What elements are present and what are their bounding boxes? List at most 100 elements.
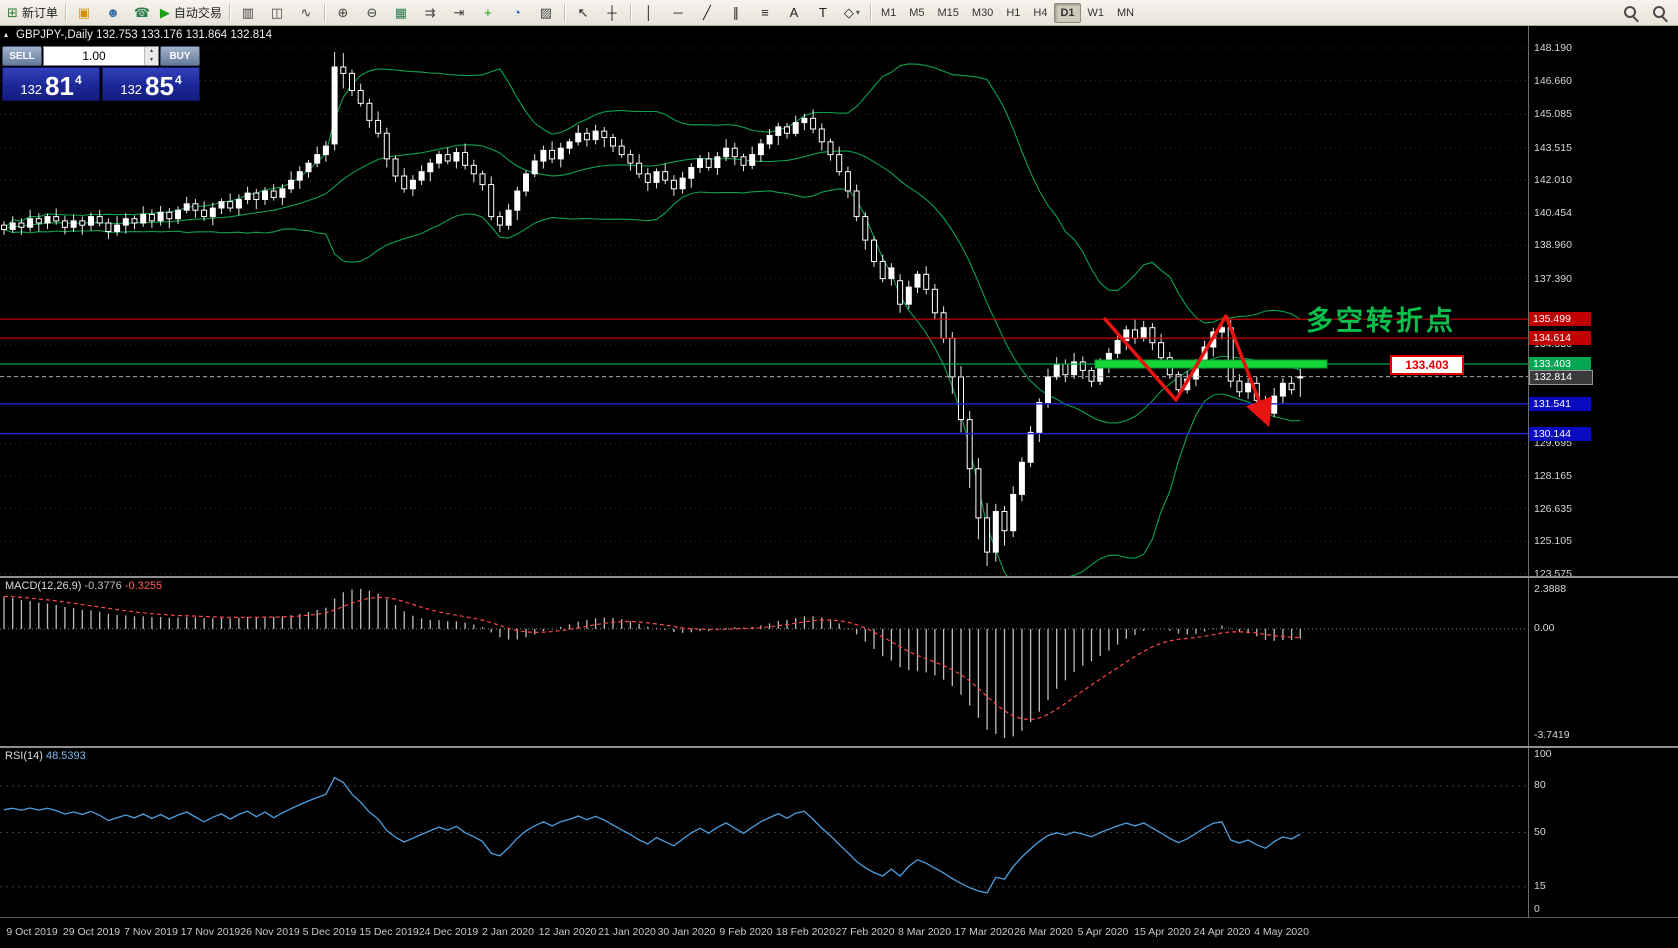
volume-input[interactable] — [44, 47, 144, 65]
periods-icon: ◔ — [513, 5, 521, 20]
date-axis-label: 9 Oct 2019 — [6, 926, 58, 938]
find-symbol-button[interactable] — [1646, 2, 1674, 24]
ask-price-panel[interactable]: 132 85 4 — [102, 67, 200, 101]
trendline-button[interactable]: ╱ — [693, 2, 721, 24]
price-axis-label: 146.660 — [1534, 74, 1572, 87]
magnifier-icon — [1622, 4, 1640, 22]
timeframe-h4-button[interactable]: H4 — [1033, 6, 1048, 19]
text-label-button[interactable]: T — [809, 2, 837, 24]
candlestick-chart-button[interactable]: ◫ — [263, 2, 291, 24]
crosshair-icon: ┼ — [607, 5, 617, 20]
sell-button[interactable]: SELL — [2, 46, 42, 66]
candlestick-series — [1, 52, 1304, 566]
arrows-button[interactable]: ◇ ▾ — [838, 2, 866, 24]
line-chart-icon: ∿ — [300, 5, 312, 20]
autotrading-button[interactable]: ▶ 自动交易 — [157, 2, 225, 24]
equidistant-channel-button[interactable]: ∥ — [722, 2, 750, 24]
support-icon: ☎ — [133, 5, 151, 20]
volume-spinner: ▴ ▾ — [144, 47, 158, 65]
ask-price-pips: 85 — [145, 70, 174, 101]
fibonacci-button[interactable]: ≡ — [751, 2, 779, 24]
toolbar-separator — [629, 3, 631, 22]
profiles-folder-icon: ▣ — [77, 5, 91, 20]
zigzag-arrow-annotation[interactable] — [1102, 314, 1273, 428]
horizontal-line-icon: ─ — [673, 5, 683, 20]
rsi-pane-separator[interactable] — [0, 746, 1678, 748]
zoom-out-button[interactable]: ⊖ — [358, 2, 386, 24]
toolbar-separator — [869, 3, 871, 22]
zoom-search-button[interactable] — [1617, 2, 1645, 24]
one-click-trading-panel: SELL ▴ ▾ BUY 132 81 4 132 85 4 — [2, 46, 200, 101]
toolbar-separator — [323, 3, 325, 22]
pivot-price-tag[interactable]: 133.403 — [1390, 355, 1464, 375]
pivot-highlight-bar[interactable] — [1094, 359, 1328, 369]
macd-scale-zero: 0.00 — [1534, 621, 1555, 634]
horizontal-level-lines[interactable] — [0, 318, 1528, 435]
text-button[interactable]: A — [780, 2, 808, 24]
timeframe-m5-button[interactable]: M5 — [909, 6, 925, 19]
tile-windows-button[interactable]: ▦ — [387, 2, 415, 24]
horizontal-line-button[interactable]: ─ — [664, 2, 692, 24]
volume-up-icon[interactable]: ▴ — [145, 47, 158, 56]
rsi-scale-label: 100 — [1534, 748, 1552, 760]
date-axis-label: 2 Jan 2020 — [482, 926, 534, 938]
chart-shift-button[interactable]: ⇥ — [445, 2, 473, 24]
new-order-button[interactable]: ⊞ 新订单 — [4, 2, 61, 24]
date-axis-label: 5 Apr 2020 — [1077, 926, 1129, 938]
bollinger-bands — [3, 63, 1301, 576]
cursor-icon: ↖ — [577, 5, 589, 20]
buy-button[interactable]: BUY — [160, 46, 200, 66]
crosshair-button[interactable]: ┼ — [598, 2, 626, 24]
timeframe-m30-button[interactable]: M30 — [971, 6, 994, 19]
support-button[interactable]: ☎ — [128, 2, 156, 24]
indicators-button[interactable]: + — [474, 2, 502, 24]
date-axis-label: 18 Feb 2020 — [776, 926, 835, 938]
rsi-scale-label: 80 — [1534, 779, 1546, 791]
chevron-down-icon: ▾ — [855, 8, 860, 17]
macd-pane-separator[interactable] — [0, 576, 1678, 578]
tile-windows-icon: ▦ — [394, 5, 408, 20]
price-axis-label: 143.515 — [1534, 141, 1572, 154]
timeframe-m1-button[interactable]: M1 — [880, 6, 897, 19]
candlestick-chart-icon: ◫ — [270, 5, 284, 20]
timeframe-w1-button[interactable]: W1 — [1087, 6, 1105, 19]
volume-down-icon[interactable]: ▾ — [145, 56, 158, 65]
auto-scroll-button[interactable]: ⇉ — [416, 2, 444, 24]
macd-name: MACD(12,26,9) — [5, 580, 82, 592]
community-button[interactable]: ☻ — [99, 2, 127, 24]
bull-bear-pivot-annotation: 多空转折点 — [1306, 306, 1456, 336]
line-chart-button[interactable]: ∿ — [292, 2, 320, 24]
date-axis-label: 26 Nov 2019 — [240, 926, 300, 938]
timeframe-m15-button[interactable]: M15 — [937, 6, 959, 19]
timeframe-mn-button[interactable]: MN — [1117, 6, 1135, 19]
date-axis-label: 21 Jan 2020 — [598, 926, 656, 938]
toolbar-separator — [563, 3, 565, 22]
equidistant-channel-icon: ∥ — [732, 5, 740, 20]
zoom-out-icon: ⊖ — [366, 5, 378, 20]
zoom-in-button[interactable]: ⊕ — [329, 2, 357, 24]
one-click-collapse-icon[interactable]: ▴ — [4, 30, 9, 39]
profiles-folder-button[interactable]: ▣ — [70, 2, 98, 24]
cursor-button[interactable]: ↖ — [569, 2, 597, 24]
bars-chart-button[interactable]: ▥ — [234, 2, 262, 24]
templates-button[interactable]: ▨ — [532, 2, 560, 24]
autotrading-icon: ▶ — [159, 5, 170, 20]
price-axis-label: 138.960 — [1534, 239, 1572, 252]
price-axis-label: 142.010 — [1534, 174, 1572, 187]
periods-button[interactable]: ◔ — [503, 2, 531, 24]
zoom-in-icon: ⊕ — [337, 5, 349, 20]
ask-price-integer: 132 — [120, 81, 143, 97]
chart-title: GBPJPY-,Daily 132.753 133.176 131.864 13… — [16, 29, 272, 41]
date-axis-label: 4 May 2020 — [1254, 926, 1309, 938]
timeframe-h1-button[interactable]: H1 — [1006, 6, 1021, 19]
price-axis-label: 145.085 — [1534, 108, 1572, 121]
price-axis-label: 148.190 — [1534, 42, 1572, 54]
indicators-icon: + — [484, 5, 492, 20]
date-axis-label: 5 Dec 2019 — [302, 926, 357, 938]
rsi-name: RSI(14) — [5, 750, 43, 762]
timeframe-d1-button[interactable]: D1 — [1054, 2, 1081, 23]
bid-price-panel[interactable]: 132 81 4 — [2, 67, 100, 101]
bid-price-pips: 81 — [45, 70, 74, 101]
vertical-line-button[interactable]: │ — [635, 2, 663, 24]
vertical-line-icon: │ — [644, 5, 653, 20]
